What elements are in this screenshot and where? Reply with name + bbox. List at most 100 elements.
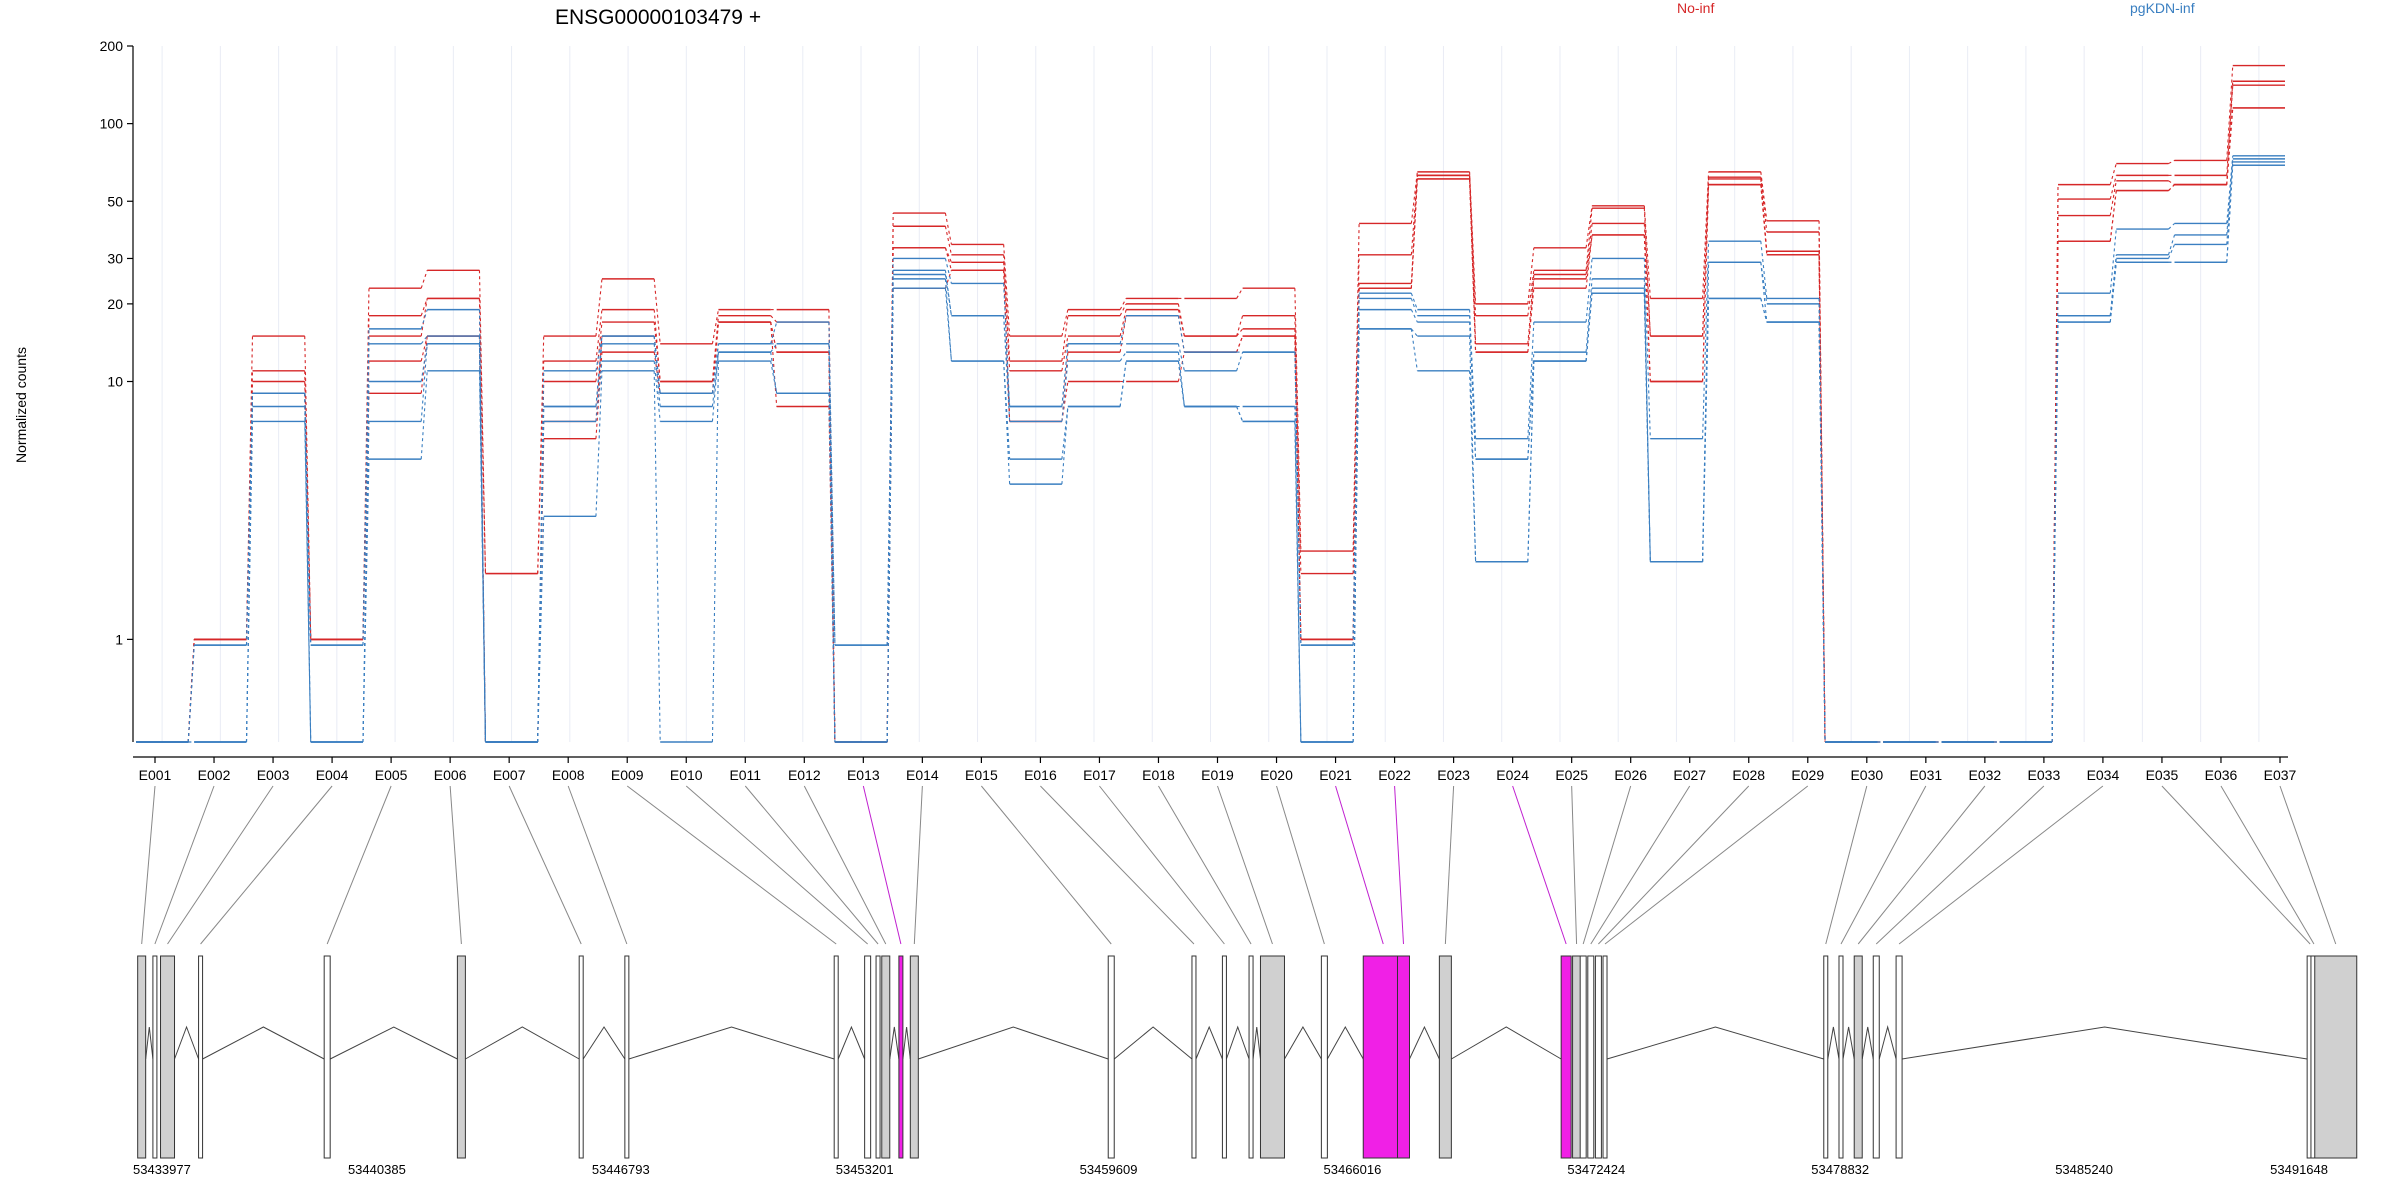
exon-label-e026: E026 [1614, 767, 1647, 783]
series-connector [478, 343, 487, 743]
exon-connector [1604, 785, 1809, 945]
series-connector [304, 370, 312, 640]
exon-box-e017 [1221, 955, 1227, 1159]
intron-line [1195, 1025, 1223, 1060]
exon-connector [1276, 785, 1325, 945]
series-connector [1702, 241, 1710, 439]
series-connector [478, 370, 487, 743]
series-connector [1818, 322, 1826, 743]
series-connector [944, 278, 952, 362]
series-connector [1294, 315, 1302, 574]
exon-box-e012 [881, 955, 891, 1159]
intron-line [628, 1026, 835, 1060]
legend-entry-no-inf: No-inf [1677, 0, 1714, 16]
exon-box-e016 [1191, 955, 1197, 1159]
intron-line [1827, 1026, 1840, 1060]
series-connector [1003, 283, 1011, 407]
exon-label-e004: E004 [316, 767, 349, 783]
series-connector [1527, 361, 1535, 562]
exon-box-e018 [1248, 955, 1254, 1159]
exon-box-e030 [1823, 955, 1829, 1159]
series-connector [944, 226, 952, 255]
exon-connector [981, 785, 1112, 945]
exon-box-e015 [1107, 955, 1115, 1159]
exon-connector [685, 785, 868, 945]
y-axis-label: Normalized counts [13, 347, 29, 463]
intron-line [1252, 1026, 1261, 1060]
exon-box-e011 [875, 955, 881, 1159]
exon-connector [200, 785, 333, 945]
exon-box-e006 [456, 955, 466, 1159]
series-connector [1119, 315, 1127, 353]
exon-connector [1099, 785, 1225, 945]
series-connector [1294, 352, 1302, 646]
series-connector [1527, 270, 1535, 316]
y-tick-label: 1 [115, 631, 123, 647]
series-connector [944, 270, 952, 316]
series-connector [653, 322, 661, 382]
intron-line [1861, 1026, 1874, 1060]
y-tick-label: 20 [107, 296, 123, 312]
exon-label-e022: E022 [1378, 767, 1411, 783]
series-connector [420, 298, 428, 337]
series-connector [1702, 298, 1710, 562]
intron-line [329, 1026, 458, 1060]
exon-label-e006: E006 [434, 767, 467, 783]
series-connector [1003, 262, 1011, 371]
exon-label-e025: E025 [1555, 767, 1588, 783]
exon-label-e031: E031 [1909, 767, 1942, 783]
exon-label-e030: E030 [1850, 767, 1883, 783]
series-connector [653, 352, 661, 394]
exon-connector [1217, 785, 1273, 945]
legend-entry-pgkdn-inf: pgKDN-inf [2130, 0, 2195, 16]
intron-line [1225, 1025, 1250, 1060]
exon-label-e002: E002 [198, 767, 231, 783]
series-connector [1352, 254, 1360, 574]
series-connector [944, 247, 952, 271]
coordinate-label: 53453201 [836, 1162, 894, 1177]
exon-label-e017: E017 [1083, 767, 1116, 783]
series-connector [770, 343, 778, 353]
exon-label-e011: E011 [729, 767, 761, 783]
series-connector [187, 639, 195, 743]
exon-connector [1825, 785, 1868, 945]
coordinate-label: 53459609 [1080, 1162, 1138, 1177]
series-connector [1177, 343, 1185, 371]
series-connector [420, 270, 428, 289]
exon-box-e013 [898, 955, 904, 1159]
exon-connector [2161, 785, 2311, 945]
exon-box-e031 [1838, 955, 1844, 1159]
series-connector [653, 361, 661, 422]
series-connector [595, 361, 603, 422]
series-connector [1469, 370, 1477, 562]
exon-connector [326, 785, 392, 945]
exon-box-e005 [323, 955, 331, 1159]
series-connector [770, 321, 778, 353]
exon-label-e018: E018 [1142, 767, 1175, 783]
series-connector [1410, 178, 1418, 289]
series-connector [770, 315, 778, 323]
series-connector [420, 335, 428, 362]
y-tick-label: 10 [107, 374, 123, 390]
exon-connector [154, 785, 215, 945]
exon-label-e013: E013 [847, 767, 880, 783]
exon-box-e009 [833, 955, 839, 1159]
series-connector [1527, 322, 1535, 439]
intron-line [582, 1026, 626, 1060]
intron-line [1326, 1025, 1364, 1060]
exon-label-e005: E005 [375, 767, 408, 783]
exon-box-e021 [1362, 955, 1404, 1159]
series-connector [2168, 244, 2176, 259]
exon-label-e014: E014 [906, 767, 939, 783]
exon-label-e024: E024 [1496, 767, 1529, 783]
exon-box-e007 [578, 955, 584, 1159]
series-connector [420, 298, 428, 316]
exon-connector [1040, 785, 1195, 945]
series-connector [1061, 406, 1069, 460]
exon-label-e019: E019 [1201, 767, 1234, 783]
series-connector [304, 406, 312, 743]
intron-line [1842, 1026, 1855, 1060]
exon-connector [744, 785, 879, 945]
intron-line [902, 1026, 911, 1060]
intron-line [1606, 1026, 1824, 1060]
